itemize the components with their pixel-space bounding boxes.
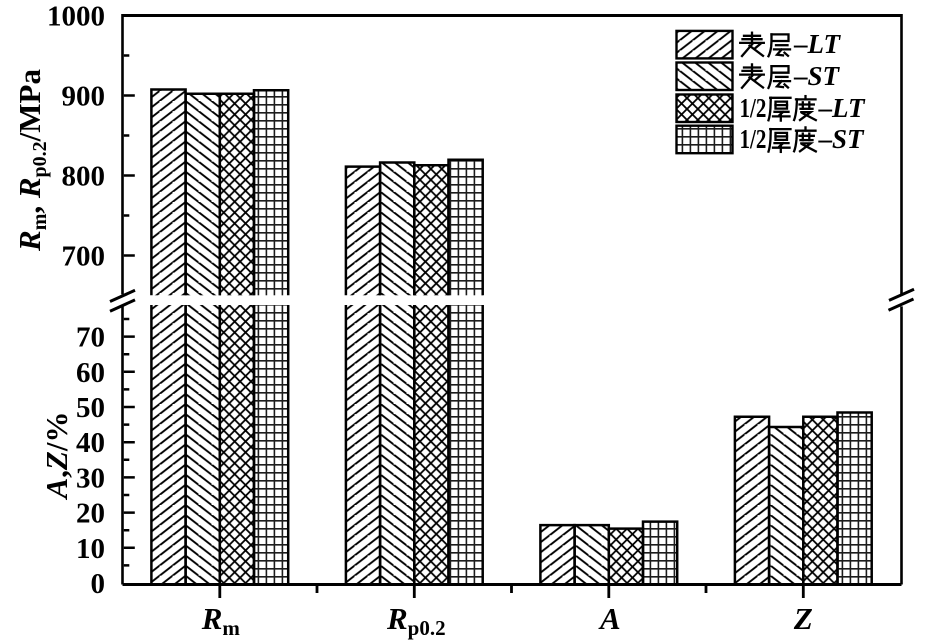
svg-text:800: 800 [62,161,106,193]
svg-text:0: 0 [91,568,106,600]
svg-text:–ST: –ST [818,124,866,154]
svg-text:20: 20 [76,498,105,530]
svg-text:–LT: –LT [818,93,867,123]
svg-text:1/2: 1/2 [740,125,767,155]
svg-text:40: 40 [76,427,105,459]
svg-text:30: 30 [76,462,105,494]
svg-text:1/2: 1/2 [740,93,767,123]
svg-text:70: 70 [76,322,105,354]
svg-text:1000: 1000 [47,1,105,33]
svg-text:A: A [598,601,621,636]
svg-text:–ST: –ST [793,61,841,91]
svg-text:Rp0.2: Rp0.2 [386,601,446,640]
svg-text:A,Z/%: A,Z/% [39,412,74,501]
svg-text:Rm: Rm [201,601,241,640]
svg-text:Z: Z [793,601,813,636]
svg-text:Rm, Rp0.2/MPa: Rm, Rp0.2/MPa [12,69,51,252]
svg-text:900: 900 [62,81,106,113]
svg-text:–LT: –LT [793,29,842,59]
svg-text:700: 700 [62,241,106,273]
svg-text:60: 60 [76,357,105,389]
svg-text:10: 10 [76,533,105,565]
svg-text:50: 50 [76,392,105,424]
